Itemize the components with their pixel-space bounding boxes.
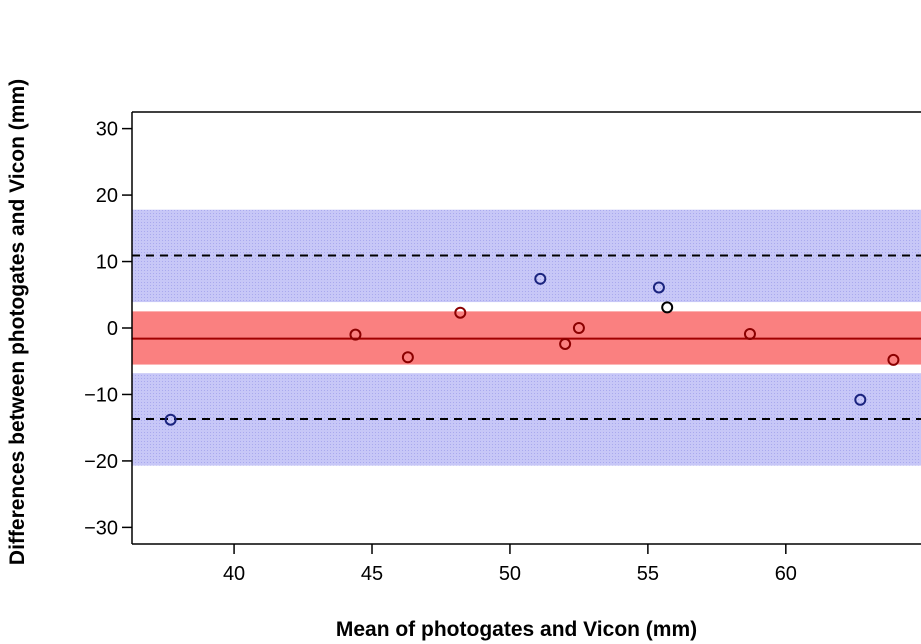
data-point [559,337,572,350]
y-tick-label: 0 [107,318,118,340]
reference-lines [132,254,921,421]
data-points [164,272,900,426]
y-tick-label: 10 [96,252,118,274]
data-point [572,322,585,334]
data-point [454,306,467,319]
data-point [164,413,177,426]
x-tick-label: 55 [637,563,659,585]
data-point [854,393,867,406]
data-point [743,327,756,340]
x-tick-label: 50 [499,563,521,585]
x-tick-label: 60 [775,563,797,585]
data-point [887,353,900,366]
y-tick-label: 30 [96,119,118,141]
y-tick-label: −30 [84,517,118,539]
data-point [661,301,674,314]
y-axis-title: Differences between photogates and Vicon… [6,79,29,565]
y-tick-label: −20 [84,451,118,473]
data-point [534,272,547,285]
y-tick-label: −10 [84,384,118,406]
x-tick-label: 45 [361,563,383,585]
data-point [401,351,414,364]
axes: −30 −20 −10 0 10 20 30 40 45 50 55 60 [84,111,921,585]
y-tick-label: 20 [96,185,118,207]
x-tick-label: 40 [223,563,245,585]
x-axis-title: Mean of photogates and Vicon (mm) [336,618,697,641]
data-point [349,328,362,341]
data-point [652,281,665,294]
